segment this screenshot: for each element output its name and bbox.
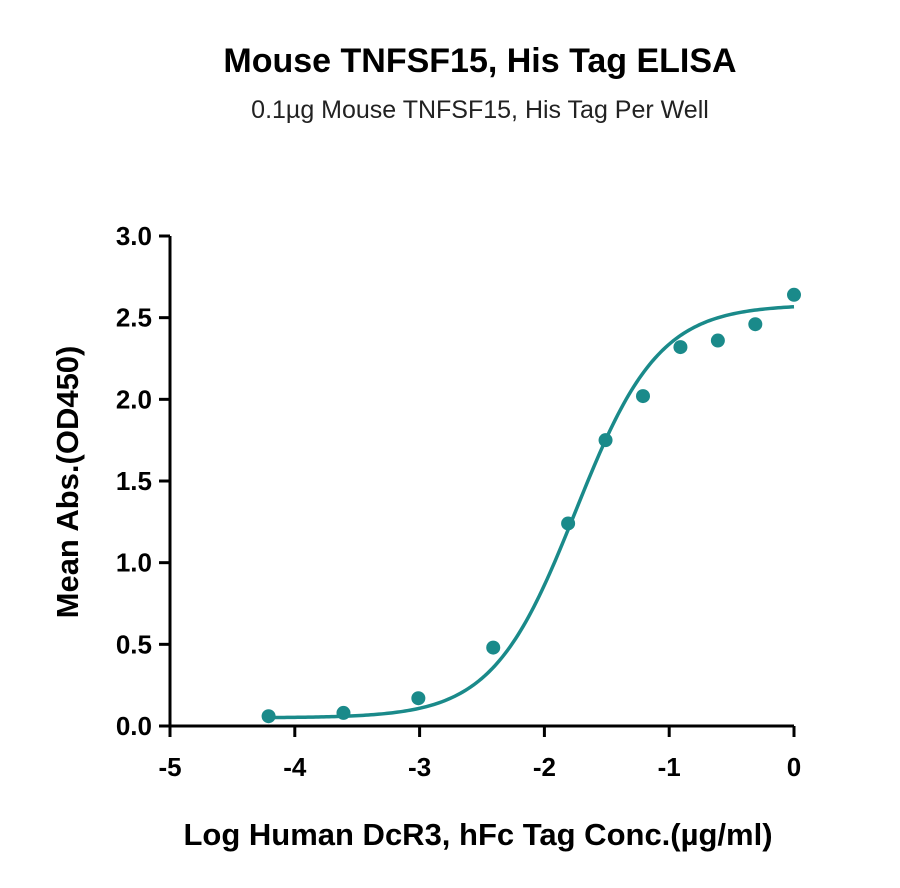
data-point bbox=[411, 691, 426, 706]
data-point bbox=[787, 287, 801, 302]
ticks: -5 -4 -3 -2 -1 0 0.0 0.5 1.0 1.5 2.0 2.5 3.0 bbox=[116, 221, 801, 782]
x-tick-label: -3 bbox=[408, 752, 431, 782]
axes bbox=[168, 236, 794, 728]
data-point bbox=[635, 389, 650, 404]
x-tick-label: -2 bbox=[533, 752, 556, 782]
data-point bbox=[561, 516, 576, 531]
chart-subtitle: 0.1µg Mouse TNFSF15, His Tag Per Well bbox=[251, 96, 709, 124]
data-point bbox=[486, 640, 501, 655]
y-tick-label: 2.5 bbox=[116, 303, 152, 333]
data-point bbox=[336, 705, 351, 720]
y-tick-label: 1.5 bbox=[116, 466, 152, 496]
x-tick-label: -4 bbox=[283, 752, 307, 782]
data-point bbox=[748, 317, 763, 332]
y-axis-label: Mean Abs.(OD450) bbox=[50, 346, 85, 619]
y-tick-label: 1.0 bbox=[116, 548, 152, 578]
data-point bbox=[710, 333, 725, 348]
y-tick-label: 3.0 bbox=[116, 221, 152, 251]
y-tick-label: 0.5 bbox=[116, 629, 152, 659]
fit-curve bbox=[268, 305, 795, 720]
data-point bbox=[261, 709, 276, 724]
x-tick-label: -5 bbox=[158, 752, 181, 782]
y-tick-label: 2.0 bbox=[116, 384, 152, 414]
data-point bbox=[598, 433, 613, 448]
data-points bbox=[261, 287, 801, 724]
chart-title: Mouse TNFSF15, His Tag ELISA bbox=[223, 42, 737, 80]
x-tick-label: -1 bbox=[658, 752, 681, 782]
fit-curve-group bbox=[268, 305, 795, 720]
y-tick-label: 0.0 bbox=[116, 711, 152, 741]
x-tick-label: 0 bbox=[787, 752, 801, 782]
data-point bbox=[673, 340, 688, 355]
x-axis-label: Log Human DcR3, hFc Tag Conc.(µg/ml) bbox=[183, 817, 772, 852]
